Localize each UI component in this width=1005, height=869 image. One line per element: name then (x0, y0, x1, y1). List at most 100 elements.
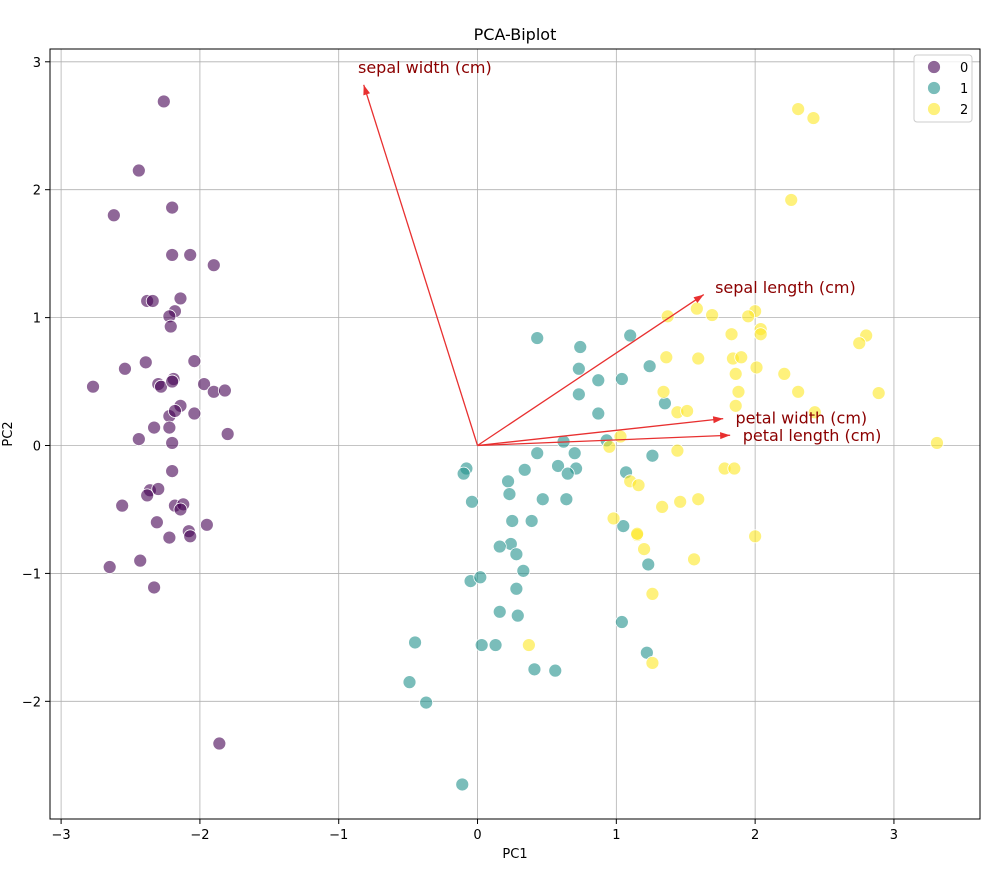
data-point-class-1 (530, 331, 545, 345)
data-point-class-2 (784, 193, 799, 207)
data-point-class-2 (728, 398, 743, 413)
legend: 0 1 2 (913, 54, 973, 123)
data-point-class-0 (163, 319, 178, 334)
data-point-class-1 (402, 675, 417, 690)
data-point-class-2 (659, 350, 674, 365)
data-point-class-0 (199, 517, 214, 532)
data-point-class-2 (602, 439, 617, 454)
data-point-class-0 (187, 406, 202, 421)
data-point-class-1 (473, 570, 488, 585)
y-tick-label: 3 (33, 56, 41, 71)
data-point-class-1 (551, 459, 565, 473)
data-point-class-2 (656, 384, 671, 399)
data-point-class-0 (147, 420, 162, 435)
data-point-class-1 (474, 638, 489, 652)
data-point-class-2 (691, 492, 706, 507)
data-point-class-2 (660, 309, 675, 324)
legend-marker (927, 81, 941, 95)
data-point-class-2 (724, 327, 739, 342)
data-point-class-1 (535, 492, 550, 507)
loading-arrow (477, 418, 724, 447)
data-point-class-0 (183, 529, 198, 544)
data-point-class-0 (133, 553, 148, 568)
data-point-class-2 (727, 461, 742, 476)
data-point-class-2 (687, 552, 701, 567)
data-point-class-1 (456, 466, 471, 481)
data-point-class-0 (165, 200, 180, 215)
x-tick-label: −1 (329, 828, 348, 843)
data-point-class-1 (488, 638, 503, 652)
data-point-class-0 (145, 294, 160, 308)
data-point-class-1 (517, 462, 532, 477)
data-point-class-0 (165, 248, 180, 262)
legend-label: 2 (960, 103, 968, 118)
loading-arrowhead (693, 294, 704, 304)
data-point-class-2 (606, 511, 621, 526)
loading-arrow (477, 434, 731, 447)
data-point-class-2 (645, 656, 660, 670)
data-point-class-2 (791, 102, 806, 117)
data-point-class-1 (559, 492, 574, 507)
data-point-class-0 (138, 355, 153, 370)
data-point-class-0 (220, 427, 235, 441)
data-point-class-2 (753, 327, 768, 342)
data-point-class-2 (741, 309, 756, 324)
data-point-class-0 (149, 515, 164, 530)
x-axis-label: PC1 (502, 847, 527, 862)
data-point-class-0 (151, 482, 166, 496)
x-tick-label: −2 (190, 828, 209, 843)
data-point-class-1 (455, 777, 470, 792)
data-point-class-1 (516, 563, 531, 578)
data-point-class-2 (777, 366, 792, 381)
data-point-class-2 (673, 494, 688, 509)
chart-title: PCA-Biplot (474, 25, 557, 44)
data-point-class-0 (86, 379, 100, 394)
data-point-class-1 (527, 662, 542, 677)
data-point-class-1 (642, 359, 657, 374)
loading-arrow (477, 294, 705, 447)
data-point-class-1 (591, 373, 606, 388)
data-point-class-0 (147, 580, 162, 595)
loading-arrowhead (720, 432, 731, 440)
data-point-class-2 (728, 366, 743, 381)
data-point-class-0 (131, 163, 146, 178)
data-point-class-1 (645, 448, 660, 463)
data-point-class-0 (187, 354, 202, 368)
data-point-class-1 (505, 514, 520, 528)
data-point-class-2 (521, 638, 536, 652)
data-point-class-0 (173, 502, 188, 517)
data-point-class-1 (616, 519, 631, 533)
data-point-class-0 (168, 404, 182, 418)
data-point-class-2 (631, 478, 646, 493)
data-point-class-0 (165, 464, 180, 478)
data-point-class-2 (731, 384, 746, 399)
x-tick-label: −3 (52, 828, 71, 843)
x-tick-label: 2 (751, 828, 759, 843)
data-point-class-0 (212, 736, 227, 751)
data-point-class-2 (613, 429, 628, 444)
data-point-class-2 (680, 404, 695, 418)
legend-label: 0 (960, 61, 968, 76)
data-point-class-2 (871, 386, 886, 400)
data-point-class-1 (571, 361, 586, 376)
data-point-class-1 (509, 547, 524, 562)
data-point-class-2 (637, 542, 651, 557)
data-point-class-0 (118, 361, 132, 376)
data-point-class-0 (217, 383, 232, 398)
data-point-class-1 (501, 474, 515, 489)
loading-label: sepal length (cm) (715, 278, 856, 297)
data-point-class-1 (408, 635, 422, 650)
data-point-class-0 (102, 560, 117, 574)
loading-arrowhead (363, 84, 371, 96)
data-point-class-1 (658, 396, 672, 411)
data-point-class-1 (492, 604, 507, 619)
legend-label: 1 (960, 82, 968, 97)
y-tick-label: −2 (22, 695, 41, 710)
data-point-class-0 (183, 248, 198, 262)
data-point-class-2 (852, 336, 867, 351)
data-point-class-0 (206, 258, 221, 273)
data-point-class-0 (115, 498, 130, 513)
plot-frame (49, 48, 981, 820)
